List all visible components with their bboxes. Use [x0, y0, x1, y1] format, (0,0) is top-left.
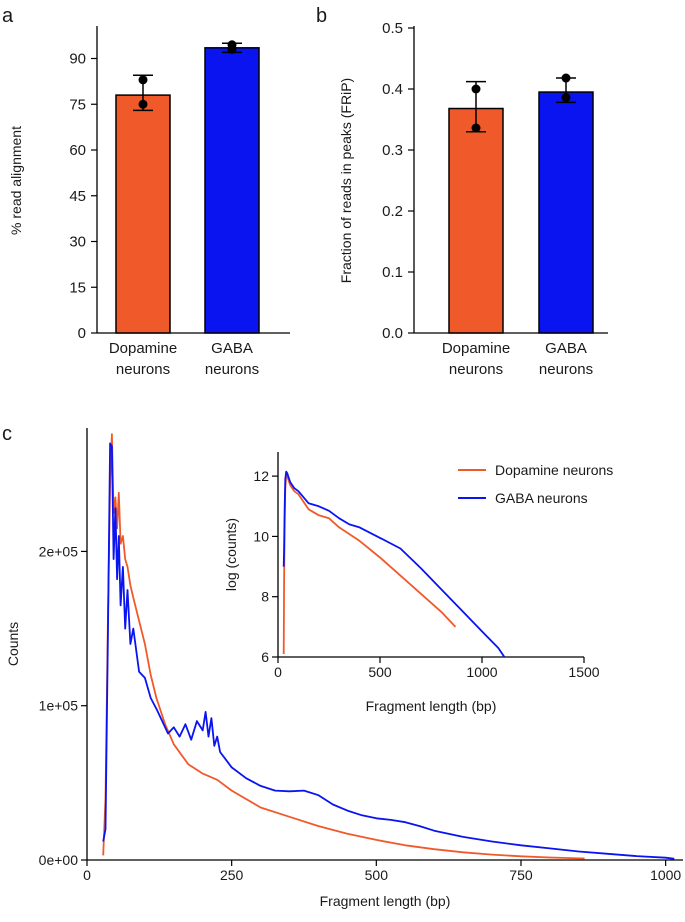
y-axis-title: log (counts) — [223, 518, 239, 591]
x-axis-title: Fragment length (bp) — [366, 698, 497, 714]
legend: Dopamine neurons GABA neurons — [458, 462, 613, 506]
y-axis-title: Counts — [5, 622, 21, 666]
y-tick-label: 15 — [69, 279, 86, 296]
series-line-gaba-neurons — [282, 470, 506, 658]
x-tick-label: 250 — [220, 867, 244, 883]
data-point — [561, 73, 571, 83]
data-point — [138, 99, 148, 109]
x-tick-label: neurons — [539, 361, 593, 378]
y-tick-label: 0.1 — [382, 264, 403, 281]
y-tick-label: 75 — [69, 96, 86, 113]
x-tick-label: neurons — [205, 361, 259, 378]
x-tick-label: 0 — [274, 664, 282, 680]
inset-chart-log-counts: 0 500 1000 1500 6 8 10 12 Fragment length (bp) lo… — [223, 452, 600, 714]
y-tick-label: 1e+05 — [39, 698, 79, 714]
y-axis-title: % read alignment — [8, 126, 24, 235]
y-tick-label: 0.2 — [382, 203, 403, 220]
legend-label: GABA neurons — [495, 490, 588, 506]
x-tick-label: neurons — [449, 361, 503, 378]
bar — [538, 91, 594, 334]
series-line-dopamine-neurons — [102, 433, 585, 860]
y-tick-label: 60 — [69, 142, 86, 159]
y-tick-label: 0.4 — [382, 81, 403, 98]
y-tick-label: 6 — [261, 649, 269, 665]
x-tick-label: neurons — [116, 361, 170, 378]
x-tick-label: 1500 — [568, 664, 599, 680]
panel-label-a: a — [2, 5, 14, 27]
x-tick-label: Dopamine — [109, 340, 177, 357]
data-point — [471, 84, 481, 94]
y-tick-label: 90 — [69, 51, 86, 68]
bar — [204, 47, 260, 334]
x-tick-label: 500 — [365, 867, 389, 883]
y-tick-label: 45 — [69, 188, 86, 205]
bar — [115, 94, 171, 334]
x-tick-label: GABA — [211, 340, 253, 357]
y-tick-label: 2e+05 — [39, 543, 79, 559]
panel-label-c: c — [2, 423, 12, 445]
y-tick-label: 8 — [261, 589, 269, 605]
legend-label: Dopamine neurons — [495, 462, 613, 478]
y-tick-label: 0e+00 — [39, 852, 79, 868]
x-tick-label: Dopamine — [442, 340, 510, 357]
bar-chart-frip: 0.0 0.1 0.2 0.3 0.4 0.5 Fraction of reads in p… — [338, 20, 608, 378]
bar — [448, 107, 504, 334]
y-tick-label: 0.3 — [382, 142, 403, 159]
y-tick-label: 12 — [253, 468, 269, 484]
y-tick-label: 10 — [253, 528, 269, 544]
data-point — [138, 75, 148, 85]
y-tick-label: 0.5 — [382, 20, 403, 37]
line-chart-fragment-length: 0 250 500 750 1000 0e+00 1e+05 2e+05 Fragment le… — [5, 428, 683, 909]
x-tick-label: 750 — [509, 867, 533, 883]
bar-chart-read-alignment: 0 15 30 45 60 75 90 % read alignment Dopamine neu… — [8, 26, 290, 378]
x-tick-label: 500 — [368, 664, 392, 680]
series-line-dopamine-neurons — [282, 473, 457, 655]
series-line-gaba-neurons — [102, 442, 675, 860]
y-tick-label: 0.0 — [382, 325, 403, 342]
data-point — [471, 123, 481, 133]
y-tick-label: 30 — [69, 234, 86, 251]
panel-label-b: b — [316, 5, 327, 27]
x-tick-label: GABA — [545, 340, 587, 357]
y-axis-title: Fraction of reads in peaks (FRiP) — [338, 78, 354, 283]
x-tick-label: 1000 — [466, 664, 497, 680]
data-point — [561, 93, 571, 103]
data-point — [227, 44, 237, 54]
y-tick-label: 0 — [78, 325, 86, 342]
x-tick-label: 0 — [83, 867, 91, 883]
x-tick-label: 1000 — [650, 867, 681, 883]
x-axis-title: Fragment length (bp) — [320, 893, 451, 909]
